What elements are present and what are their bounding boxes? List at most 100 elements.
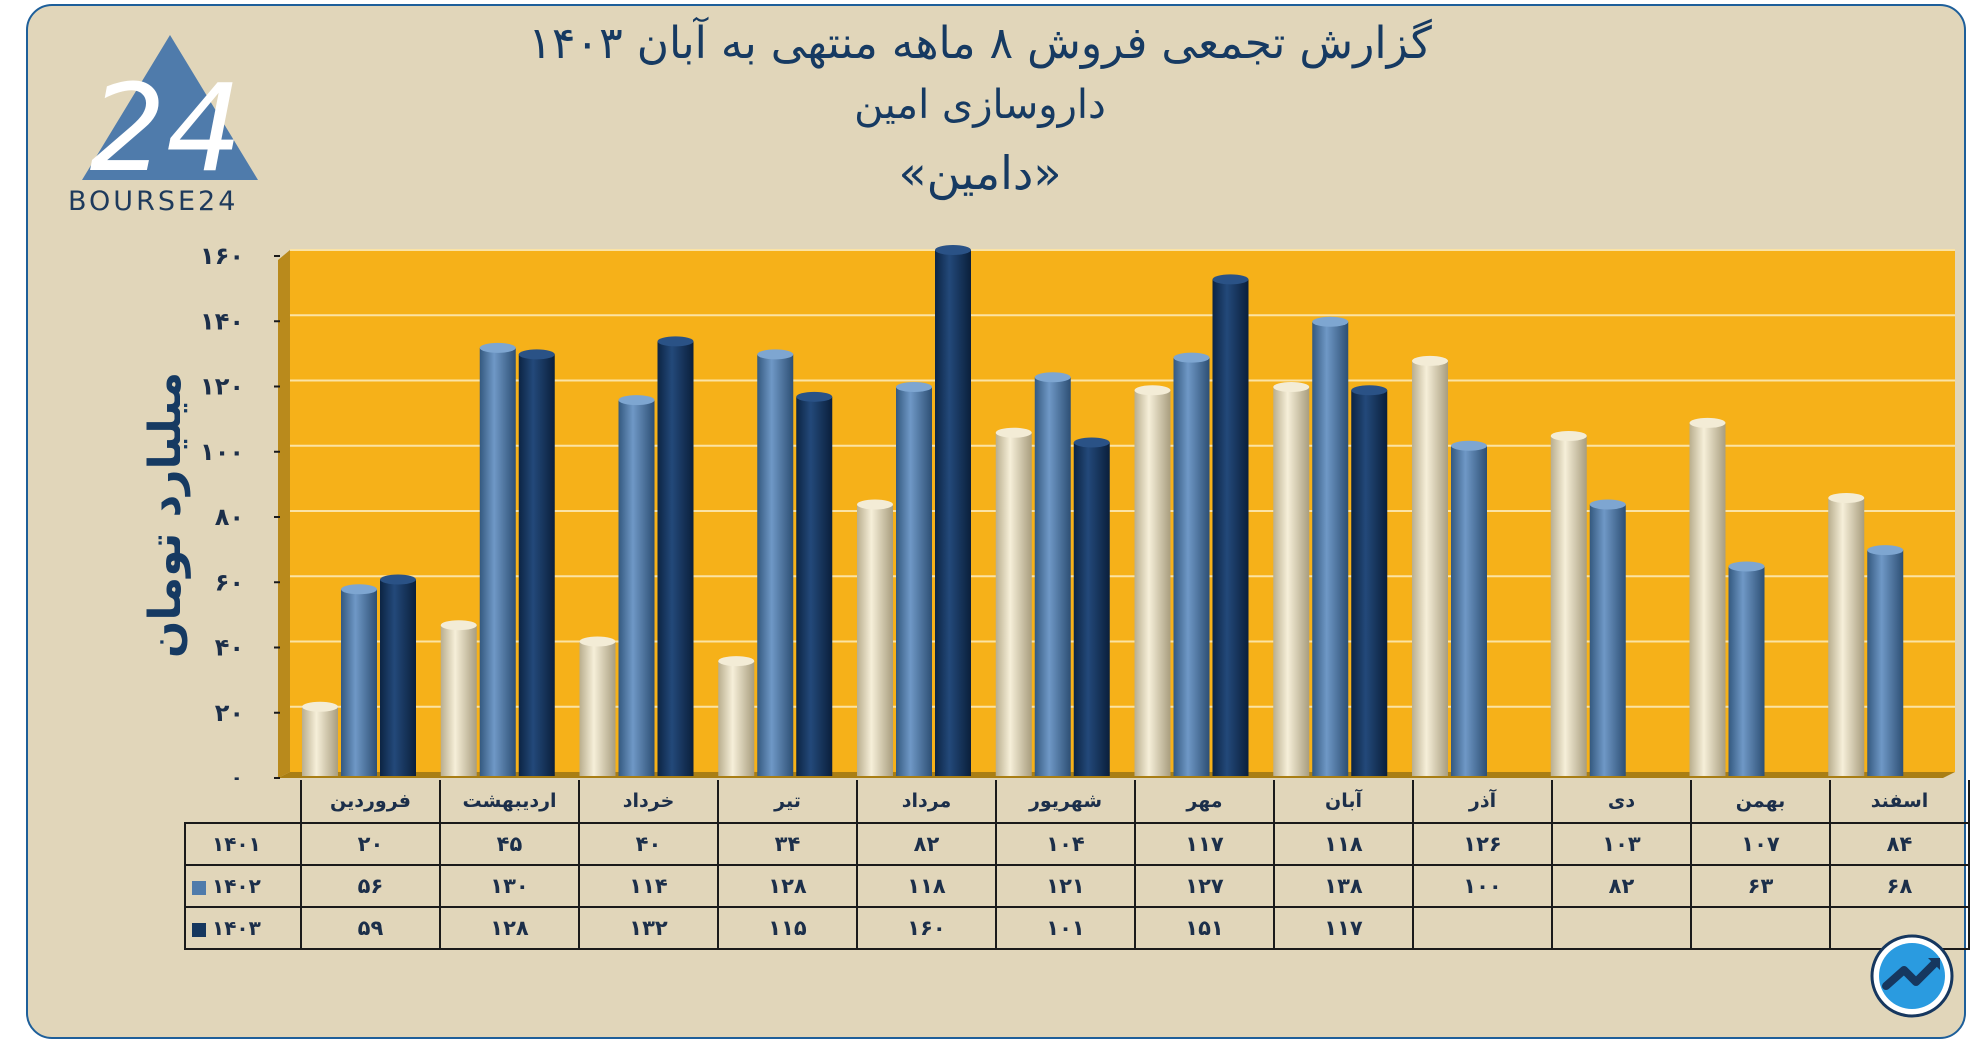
y-tick-label: ۱۰۰ <box>200 438 244 466</box>
bar-cap <box>1728 561 1765 572</box>
plot-side-wall <box>278 250 290 778</box>
series-label: ۱۴۰۳ <box>184 906 302 950</box>
month-header: خرداد <box>578 780 719 824</box>
series-label: ۱۴۰۲ <box>184 864 302 908</box>
table-cell: ۱۵۱ <box>1134 906 1275 950</box>
table-cell: ۱۱۵ <box>717 906 858 950</box>
month-header: اسفند <box>1829 780 1970 824</box>
bar-chart: ۰ ۲۰ ۴۰ ۶۰ ۸۰ ۱۰۰ ۱۲۰ ۱۴۰ ۱۶۰ میلیارد تومان <box>140 242 1955 780</box>
month-header: آبان <box>1273 780 1414 824</box>
table-cell: ۵۹ <box>300 906 441 950</box>
bar <box>1351 390 1388 776</box>
bar-cap <box>657 336 694 347</box>
bar <box>857 504 893 776</box>
bar <box>1828 497 1865 776</box>
chart-title: گزارش تجمعی فروش ۸ ماهه منتهی به آبان ۱۴… <box>528 18 1432 69</box>
bar <box>579 641 616 776</box>
month-header: مهر <box>1134 780 1275 824</box>
month-header: دی <box>1551 780 1692 824</box>
table-cell: ۱۶۰ <box>856 906 997 950</box>
bar <box>1034 377 1071 776</box>
table-cell: ۱۲۶ <box>1412 822 1553 866</box>
bar <box>479 347 516 776</box>
bar-cap <box>1273 382 1310 393</box>
bar-cap <box>1034 372 1071 383</box>
bar <box>1728 566 1765 776</box>
bar-cap <box>718 656 755 667</box>
bar-cap <box>380 574 416 585</box>
bar-cap <box>1173 352 1210 363</box>
bar <box>1412 360 1448 776</box>
table-cell: ۱۲۸ <box>439 906 580 950</box>
bar-cap <box>1134 385 1171 396</box>
table-cell: ۱۳۰ <box>439 864 580 908</box>
table-corner <box>185 780 302 823</box>
y-tick-label: ۶۰ <box>215 568 244 596</box>
bar-cap <box>1312 316 1349 327</box>
y-tick-label: ۱۶۰ <box>200 242 244 270</box>
data-table: فروردین اردیبهشت خرداد تیر مرداد شهریور مهر آبا… <box>184 780 1970 950</box>
bar-cap <box>1073 437 1110 448</box>
series-label: ۱۴۰۱ <box>184 822 302 866</box>
bar <box>341 589 377 776</box>
bar-cap <box>440 620 477 631</box>
month-header: بهمن <box>1690 780 1831 824</box>
chart-ticker: «دامین» <box>898 146 1062 200</box>
table-cell: ۱۳۸ <box>1273 864 1414 908</box>
table-cell: ۸۴ <box>1829 822 1970 866</box>
chart-subtitle: داروسازی امین <box>854 82 1106 128</box>
table-cell: ۸۲ <box>856 822 997 866</box>
bar <box>1073 442 1110 776</box>
watermark-icon <box>1870 934 1954 1018</box>
bar-cap <box>302 701 338 712</box>
bourse24-logo: 24 <box>70 30 270 220</box>
table-cell: ۵۶ <box>300 864 441 908</box>
bar <box>657 341 694 776</box>
bar-cap <box>1451 440 1487 451</box>
bar <box>935 250 971 776</box>
month-header: شهریور <box>995 780 1136 824</box>
bar <box>1173 357 1210 776</box>
table-cell: ۸۲ <box>1551 864 1692 908</box>
table-cell <box>1690 906 1831 950</box>
bar <box>1589 504 1626 776</box>
table-cell: ۳۴ <box>717 822 858 866</box>
table-cell: ۱۰۰ <box>1412 864 1553 908</box>
table-row: ۱۴۰۲ ۵۶ ۱۳۰ ۱۱۴ ۱۲۸ ۱۱۸ ۱۲۱ ۱۲۷ ۱۳۸ ۱۰۰ ۸۲ ۶۳ ۶۸ <box>184 864 1970 908</box>
table-cell: ۱۱۸ <box>1273 822 1414 866</box>
bar <box>796 396 833 776</box>
bar <box>995 432 1032 776</box>
table-cell: ۴۵ <box>439 822 580 866</box>
table-cell: ۱۲۷ <box>1134 864 1275 908</box>
y-tick-label: ۴۰ <box>215 634 244 662</box>
bar <box>1867 550 1904 776</box>
bar <box>302 706 338 776</box>
table-cell: ۱۰۷ <box>1690 822 1831 866</box>
table-cell: ۱۱۸ <box>856 864 997 908</box>
bar <box>1273 387 1310 776</box>
table-cell: ۱۲۱ <box>995 864 1136 908</box>
bar-cap <box>995 427 1032 438</box>
bar <box>718 661 755 776</box>
bar-cap <box>1589 499 1626 510</box>
legend-swatch <box>192 922 206 937</box>
bar-cap <box>935 245 971 255</box>
table-cell: ۱۲۸ <box>717 864 858 908</box>
table-cell: ۱۰۴ <box>995 822 1136 866</box>
bar-cap <box>479 342 516 353</box>
plot-floor <box>278 772 1955 778</box>
logo-text: BOURSE24 <box>68 186 239 217</box>
bar <box>1134 390 1171 776</box>
table-cell: ۱۱۴ <box>578 864 719 908</box>
y-tick-label: ۱۴۰ <box>200 307 244 335</box>
bar-cap <box>857 499 893 510</box>
y-tick-label: ۸۰ <box>215 503 244 531</box>
month-header: مرداد <box>856 780 997 824</box>
month-header: آذر <box>1412 780 1553 824</box>
bar <box>1212 279 1249 776</box>
table-cell: ۱۰۳ <box>1551 822 1692 866</box>
table-cell: ۱۱۷ <box>1134 822 1275 866</box>
table-row: ۱۴۰۳ ۵۹ ۱۲۸ ۱۳۲ ۱۱۵ ۱۶۰ ۱۰۱ ۱۵۱ ۱۱۷ <box>184 906 1970 950</box>
table-cell: ۲۰ <box>300 822 441 866</box>
bar-cap <box>896 382 932 393</box>
